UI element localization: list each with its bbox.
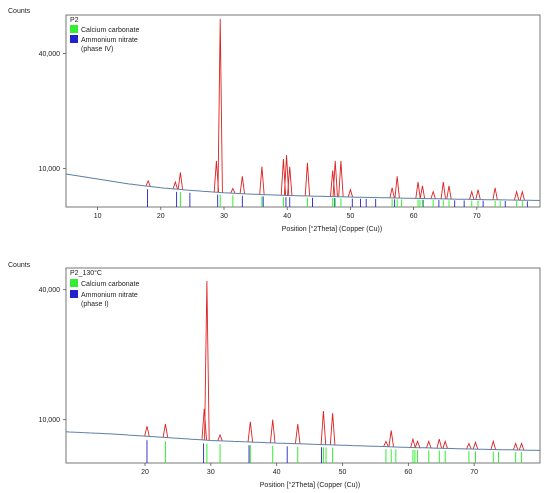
legend-swatch-ammonium-bottom <box>70 290 78 298</box>
peak <box>414 440 421 448</box>
peak <box>519 189 525 201</box>
peak <box>383 440 389 447</box>
peak <box>436 439 443 449</box>
legend-top: P2 Calcium carbonate Ammonium nitrate (p… <box>70 17 139 53</box>
peak <box>338 160 344 197</box>
y-axis-label-top: Counts <box>8 8 31 15</box>
x-tick-label: 60 <box>404 469 412 476</box>
plot-frame-top <box>65 14 541 208</box>
peak <box>177 172 184 190</box>
y-ticks-bottom: 10,000 40,000 <box>39 287 66 424</box>
legend-swatch-calcium-bottom <box>70 279 78 287</box>
peak <box>440 181 446 200</box>
y-tick-label: 40,000 <box>39 51 61 58</box>
peak-lines-bottom <box>144 280 525 451</box>
y-axis-label-bottom: Counts <box>8 262 31 269</box>
x-tick-label: 50 <box>339 469 347 476</box>
peak <box>332 160 338 197</box>
x-ticks-bottom: 20 30 40 50 60 70 <box>141 463 478 476</box>
peak <box>442 439 448 449</box>
peak <box>490 439 496 450</box>
peak <box>320 410 327 445</box>
x-tick-label: 20 <box>141 469 149 476</box>
reference-lines-bottom <box>146 440 523 463</box>
peak <box>283 155 290 196</box>
peak <box>144 426 150 437</box>
peak <box>472 440 479 450</box>
plot-frame-bottom <box>65 267 541 464</box>
y-ticks-top: 10,000 40,000 <box>39 51 66 173</box>
x-tick-label: 30 <box>207 469 215 476</box>
peak <box>347 188 354 198</box>
legend-label-ammonium-bottom: Ammonium nitrate <box>81 292 138 299</box>
legend-bottom: P2_130°C Calcium carbonate Ammonium nitr… <box>70 269 139 308</box>
peak <box>204 280 210 441</box>
panel-top: Counts 10,000 40,000 10 20 30 40 50 60 70 Posit… <box>8 8 541 233</box>
peak <box>230 187 236 194</box>
peak <box>513 189 520 201</box>
peak <box>415 181 421 199</box>
panel-label-top: P2 <box>70 17 79 24</box>
panel-label-bottom: P2_130°C <box>70 269 102 277</box>
peak <box>469 189 475 200</box>
peak <box>217 18 223 193</box>
peak <box>259 166 265 195</box>
peak <box>201 408 208 441</box>
peak <box>162 423 169 438</box>
background-line-top <box>65 173 541 201</box>
legend-sublabel-ammonium-top: (phase IV) <box>81 46 113 53</box>
peak <box>466 442 472 450</box>
peak <box>172 180 178 190</box>
peak <box>239 176 245 194</box>
peak <box>512 442 519 451</box>
x-tick-label: 70 <box>473 213 481 220</box>
peak <box>389 187 395 199</box>
x-tick-label: 30 <box>220 213 228 220</box>
peak <box>446 185 452 200</box>
legend-swatch-ammonium-top <box>70 35 78 43</box>
y-tick-label: 10,000 <box>39 417 61 424</box>
peak <box>329 413 336 446</box>
x-axis-label-top: Position [°2Theta] (Copper (Cu)) <box>282 225 382 233</box>
legend-label-calcium-bottom: Calcium carbonate <box>81 281 139 288</box>
peak <box>145 179 151 187</box>
peak <box>294 423 301 444</box>
peak-lines-top <box>145 18 525 201</box>
peak <box>247 421 254 443</box>
peak <box>330 170 336 197</box>
x-ticks-top: 10 20 30 40 50 60 70 <box>94 207 481 220</box>
background-line-bottom <box>65 431 540 451</box>
peak <box>426 439 432 449</box>
peak <box>287 166 293 196</box>
x-tick-label: 40 <box>273 469 281 476</box>
peak <box>304 162 311 197</box>
peak <box>430 190 436 199</box>
x-tick-label: 70 <box>470 469 478 476</box>
panel-bottom: Counts 10,000 40,000 20 30 40 50 60 70 Positio… <box>8 262 541 489</box>
y-tick-label: 10,000 <box>39 166 61 173</box>
x-tick-label: 10 <box>94 213 102 220</box>
legend-swatch-calcium-top <box>70 25 78 33</box>
x-tick-label: 40 <box>283 213 291 220</box>
legend-label-ammonium-top: Ammonium nitrate <box>81 37 138 44</box>
peak <box>217 433 223 442</box>
legend-sublabel-ammonium-bottom: (phase I) <box>81 301 109 308</box>
peak <box>394 176 400 199</box>
y-tick-label: 40,000 <box>39 287 61 294</box>
peak <box>419 185 426 199</box>
peak <box>269 419 276 444</box>
peak <box>388 430 394 447</box>
x-tick-label: 50 <box>347 213 355 220</box>
x-tick-label: 60 <box>410 213 418 220</box>
x-axis-label-bottom: Position [°2Theta] (Copper (Cu)) <box>260 481 360 489</box>
peak <box>492 187 498 200</box>
peak <box>518 442 525 451</box>
legend-label-calcium-top: Calcium carbonate <box>81 27 139 34</box>
x-tick-label: 20 <box>157 213 165 220</box>
reference-lines-top <box>147 189 528 207</box>
peak <box>475 189 481 200</box>
peak <box>410 437 416 448</box>
